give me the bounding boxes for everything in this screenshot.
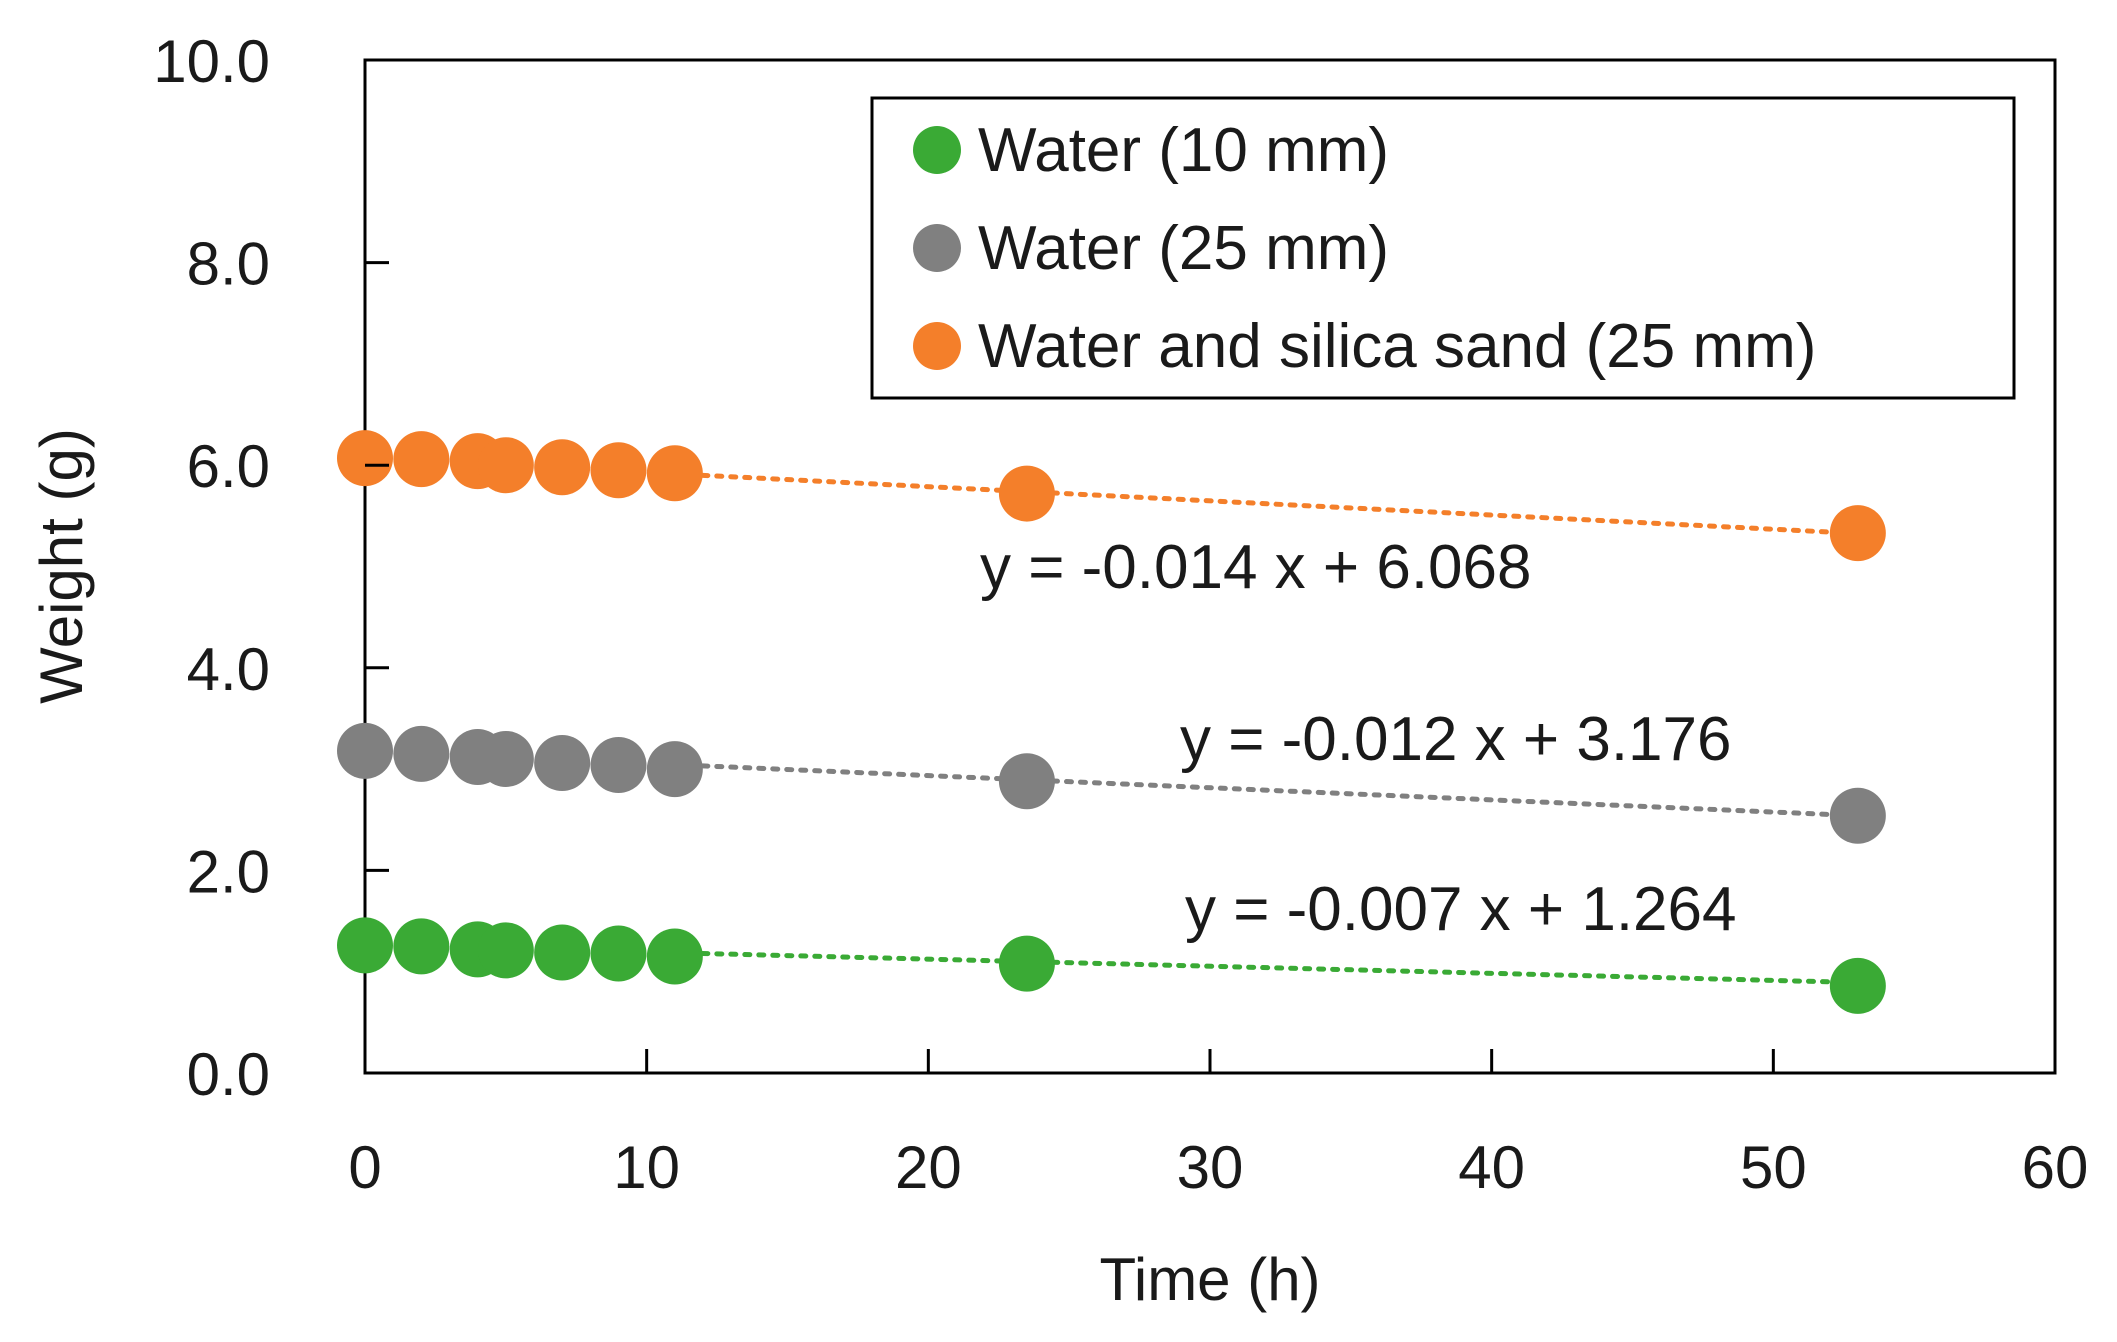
x-axis-title: Time (h) xyxy=(1099,1246,1320,1313)
data-point-series-2 xyxy=(590,442,647,499)
data-point-series-2 xyxy=(337,430,393,487)
data-point-series-0 xyxy=(998,935,1055,992)
y-tick-label: 6.0 xyxy=(187,433,270,500)
trendline-series-2 xyxy=(672,471,1861,536)
x-tick-label: 40 xyxy=(1458,1134,1525,1201)
x-tick-label: 0 xyxy=(348,1134,381,1201)
trendline-series-1 xyxy=(672,762,1861,819)
trendlines xyxy=(672,471,1861,986)
data-point-series-2 xyxy=(477,437,534,494)
trendline-equation-series-2: y = -0.014 x + 6.068 xyxy=(980,533,1532,602)
x-tick-label: 60 xyxy=(2022,1134,2089,1201)
axes: 0 10 20 30 40 50 60 0.0 2.0 4.0 6.0 8.0 10.0 xyxy=(153,28,2088,1201)
data-point-series-1 xyxy=(337,722,393,779)
data-point-series-0 xyxy=(590,925,647,982)
legend-label-water-25mm: Water (25 mm) xyxy=(978,214,1389,283)
x-tick-label: 20 xyxy=(895,1134,962,1201)
data-point-series-2 xyxy=(1829,505,1886,562)
y-tick-label: 0.0 xyxy=(187,1041,270,1108)
trendline-equation-series-1: y = -0.012 x + 3.176 xyxy=(1180,705,1732,774)
legend-marker-water-10mm xyxy=(913,126,961,174)
x-tick-label: 50 xyxy=(1740,1134,1807,1201)
y-tick-label: 2.0 xyxy=(187,838,270,905)
data-point-series-1 xyxy=(646,741,703,798)
y-tick-label: 8.0 xyxy=(187,231,270,298)
trendline-equations: y = -0.007 x + 1.264 y = -0.012 x + 3.176… xyxy=(980,533,1737,944)
data-point-series-1 xyxy=(1829,787,1886,844)
y-tick-label: 4.0 xyxy=(187,636,270,703)
data-points xyxy=(337,430,1886,1014)
trendline-series-0 xyxy=(672,950,1861,986)
data-point-series-0 xyxy=(646,928,703,985)
legend: Water (10 mm) Water (25 mm) Water and si… xyxy=(870,96,2016,400)
data-point-series-1 xyxy=(534,735,591,792)
x-tick-label: 10 xyxy=(613,1134,680,1201)
data-point-series-1 xyxy=(477,730,534,787)
data-point-series-2 xyxy=(393,431,450,488)
data-point-series-0 xyxy=(393,918,450,975)
data-point-series-0 xyxy=(534,924,591,981)
data-point-series-2 xyxy=(534,439,591,496)
legend-box xyxy=(870,96,2016,400)
data-point-series-2 xyxy=(998,465,1055,522)
data-point-series-0 xyxy=(477,922,534,979)
trendline-equation-series-0: y = -0.007 x + 1.264 xyxy=(1185,875,1737,944)
data-point-series-1 xyxy=(590,737,647,794)
data-point-series-0 xyxy=(1829,957,1886,1014)
data-point-series-0 xyxy=(337,917,393,974)
x-tick-label: 30 xyxy=(1177,1134,1244,1201)
y-axis-title: Weight (g) xyxy=(28,428,95,704)
data-point-series-1 xyxy=(393,725,450,782)
data-point-series-1 xyxy=(998,753,1055,810)
legend-label-water-silica-sand: Water and silica sand (25 mm) xyxy=(978,312,1816,381)
legend-marker-water-silica-sand xyxy=(913,322,961,370)
legend-marker-water-25mm xyxy=(913,224,961,272)
y-tick-label: 10.0 xyxy=(153,28,270,95)
legend-label-water-10mm: Water (10 mm) xyxy=(978,116,1389,185)
data-point-series-2 xyxy=(646,445,703,502)
